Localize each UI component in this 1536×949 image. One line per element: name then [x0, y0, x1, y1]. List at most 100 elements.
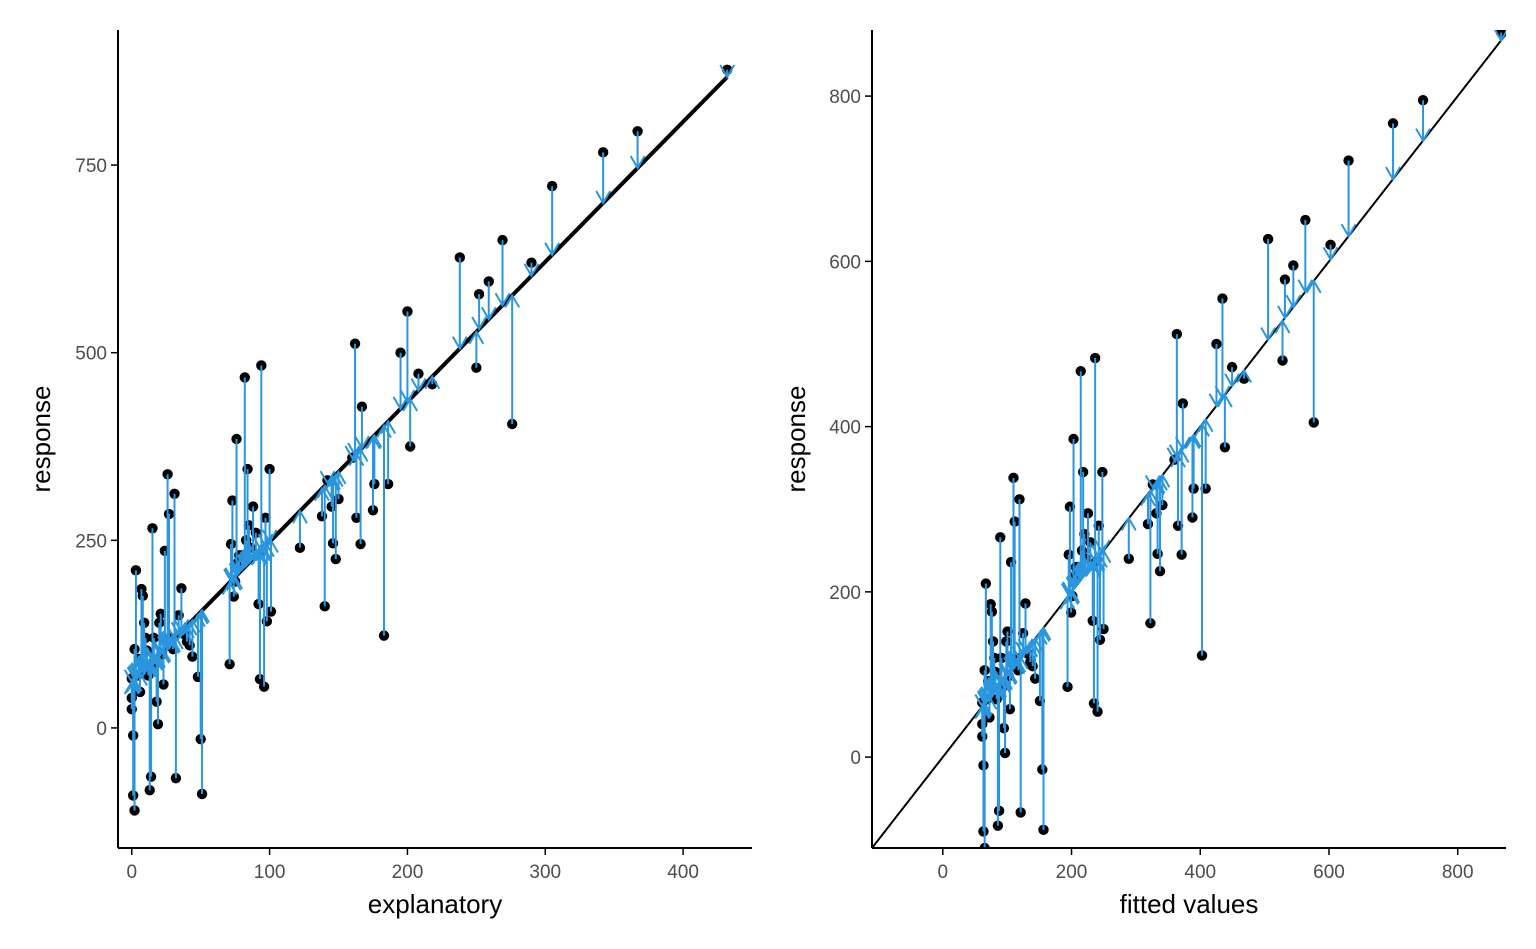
residual-arrowhead [1035, 625, 1052, 641]
residual-arrowhead [1340, 223, 1357, 239]
residual-arrowhead [1173, 448, 1190, 464]
residual-arrowhead [366, 433, 383, 448]
residual-arrowhead [1197, 417, 1214, 433]
residual-arrowhead [354, 435, 370, 451]
data-point [349, 338, 361, 349]
residual-arrowhead [227, 574, 244, 590]
y-tick-label: 0 [96, 719, 107, 740]
residual-arrowhead [1095, 548, 1112, 564]
y-tick-label: 500 [75, 344, 107, 365]
data-point [483, 276, 494, 287]
residual-arrowhead [1415, 128, 1431, 143]
residual-arrowhead [194, 608, 210, 624]
residual-arrowhead [468, 329, 485, 345]
data-point [247, 501, 259, 512]
residual-arrowhead [380, 419, 397, 434]
x-axis-title: fitted values [1120, 889, 1259, 919]
residual-arrowhead [1493, 30, 1506, 43]
x-tick-label: 600 [1313, 862, 1345, 883]
y-axis-title: response [26, 386, 56, 493]
residual-arrowhead [292, 509, 308, 524]
x-tick-label: 200 [392, 862, 424, 883]
residual-arrowhead [719, 64, 736, 79]
data-point [264, 463, 275, 475]
residual-arrowhead [1002, 669, 1018, 684]
data-point [1014, 494, 1025, 505]
residual-arrowhead [392, 396, 409, 411]
x-tick-label: 300 [529, 862, 561, 883]
y-tick-label: 750 [75, 156, 107, 177]
x-tick-label: 200 [1056, 862, 1088, 883]
y-tick-label: 400 [829, 418, 861, 439]
residual-arrowhead [1385, 166, 1401, 182]
data-point [395, 347, 406, 358]
residual-arrowhead [132, 671, 148, 687]
residual-arrowhead [1012, 655, 1029, 670]
x-tick-label: 100 [254, 862, 286, 883]
data-point [1089, 352, 1101, 364]
residual-arrowhead [1208, 393, 1225, 408]
residual-arrowhead [504, 293, 521, 308]
residual-arrowhead [319, 470, 336, 486]
data-point [473, 288, 485, 300]
residual-arrowhead [1142, 488, 1159, 504]
x-axis-title: explanatory [368, 889, 502, 919]
residual-arrowhead [595, 190, 612, 205]
residual-arrowhead [1120, 516, 1137, 531]
residual-arrowhead [1154, 473, 1171, 488]
x-tick-label: 0 [126, 862, 137, 883]
y-tick-label: 0 [850, 748, 861, 769]
data-point [1097, 466, 1108, 478]
residual-arrowhead [1322, 246, 1339, 262]
residual-arrowhead [1174, 436, 1191, 451]
data-point [1226, 361, 1238, 373]
left-panel-explanatory-vs-response: 0 100 200 300 400 0 250 500 750 explanatory respon… [26, 30, 752, 919]
y-tick-label: 600 [829, 252, 861, 273]
residual-arrowhead [330, 469, 347, 485]
plot-area [872, 30, 1506, 848]
right-panel-fitted-vs-response: 0 200 400 600 800 0 200 400 600 800 fitted values r… [781, 30, 1506, 919]
residual-arrowhead [263, 538, 279, 553]
x-tick-label: 400 [1184, 862, 1216, 883]
residual-arrowhead [402, 397, 419, 412]
y-tick-label: 200 [829, 583, 861, 604]
residual-arrowhead [1274, 319, 1291, 334]
residual-arrowhead [480, 306, 497, 322]
x-tick-label: 400 [667, 862, 699, 883]
data-point [169, 488, 180, 499]
residual-arrowhead [316, 483, 333, 499]
data-point [402, 306, 413, 317]
x-tick-label: 800 [1442, 862, 1474, 883]
residual-arrowhead [1277, 305, 1293, 320]
residual-arrowhead [1224, 373, 1240, 388]
y-tick-label: 250 [75, 531, 107, 552]
data-point [239, 372, 250, 383]
data-point [227, 495, 238, 506]
residual-arrowhead [155, 647, 172, 663]
residual-arrowhead [471, 316, 487, 332]
residual-arrowhead [424, 374, 441, 390]
residual-arrowhead [1297, 279, 1314, 294]
residual-arrowhead [1185, 433, 1202, 448]
residual-arrowhead [629, 155, 646, 170]
residual-arrowhead [1260, 327, 1276, 342]
y-axis-title: response [781, 386, 811, 493]
residual-arrowhead [1285, 294, 1302, 310]
residual-arrowhead [1217, 393, 1233, 408]
residual-arrowhead [1305, 278, 1322, 294]
residual-arrowhead [1064, 588, 1081, 604]
data-point [256, 360, 267, 371]
y-tick-label: 800 [829, 87, 861, 108]
plot-area [123, 64, 736, 816]
residual-arrowhead [494, 292, 511, 308]
residual-arrowhead [523, 263, 540, 278]
residual-arrowhead [352, 447, 369, 462]
residual-arrowhead [451, 336, 468, 351]
x-tick-label: 0 [938, 862, 949, 883]
residual-arrowhead [544, 242, 561, 257]
residual-arrowhead [1236, 368, 1252, 383]
residual-arrowhead [981, 695, 998, 710]
residual-arrowhead [410, 378, 427, 393]
residual-arrowhead [168, 635, 184, 650]
